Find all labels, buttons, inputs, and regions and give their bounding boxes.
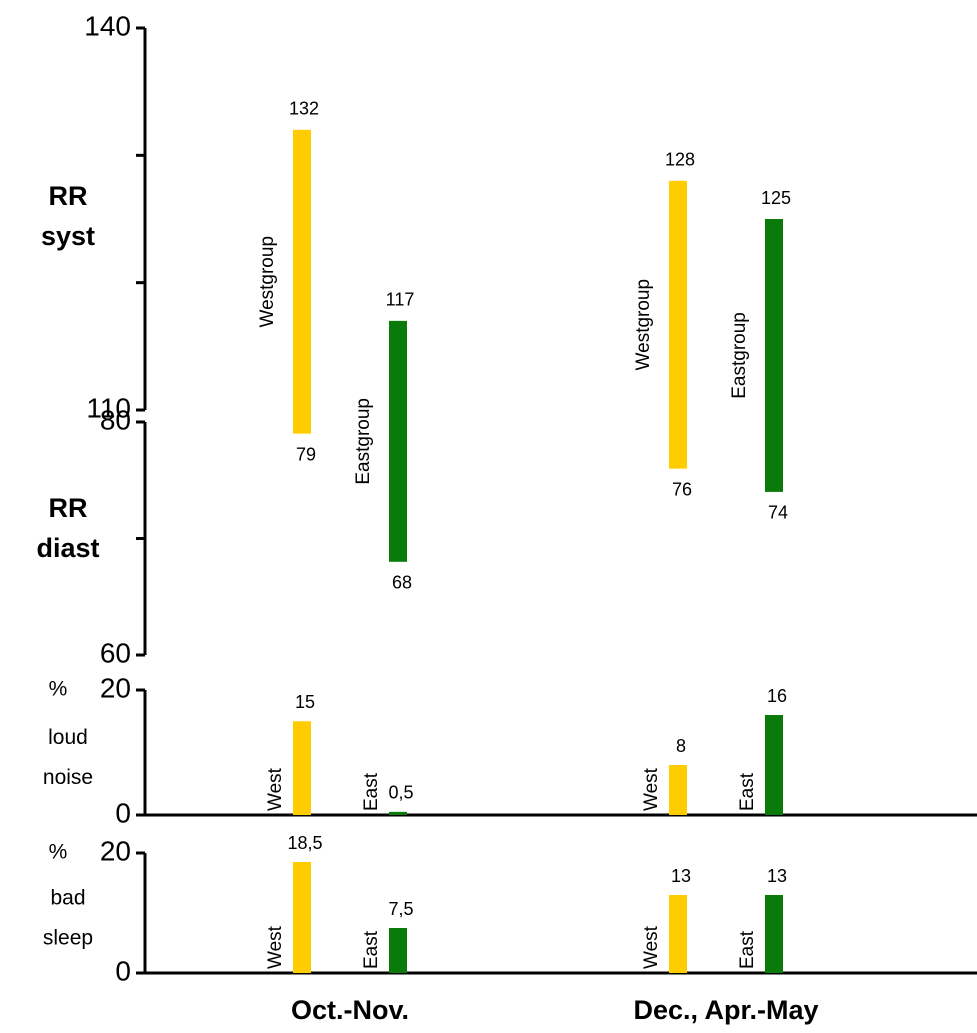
series-label: Westgroup <box>257 236 278 328</box>
y-tick-label: 110 <box>86 392 131 423</box>
y-unit-label: % <box>49 678 68 701</box>
bar <box>765 715 783 815</box>
y-unit-label: % <box>49 841 68 864</box>
y-tick-label: 140 <box>84 10 131 41</box>
y-axis-label: RR <box>49 181 88 211</box>
bar <box>765 895 783 973</box>
y-tick-label: 0 <box>115 797 131 828</box>
value-label: 125 <box>761 188 791 208</box>
y-tick-label: 0 <box>115 955 131 986</box>
y-axis-label: loud <box>48 726 88 749</box>
y-axis-label: bad <box>50 887 85 910</box>
value-label: 8 <box>676 736 686 756</box>
value-label: 16 <box>767 686 787 706</box>
series-label: West <box>265 767 286 811</box>
value-label: 128 <box>665 150 695 170</box>
bar <box>293 721 311 815</box>
y-tick-label: 20 <box>100 672 131 703</box>
series-label: West <box>641 925 662 969</box>
series-label: East <box>737 772 758 811</box>
value-label: 7,5 <box>388 899 413 919</box>
value-label: 68 <box>392 573 412 593</box>
value-label: 74 <box>768 503 788 523</box>
range-bar <box>669 180 687 469</box>
bar <box>669 765 687 815</box>
y-axis-label: sleep <box>43 927 93 950</box>
y-tick-label: 20 <box>100 835 131 866</box>
value-label: 13 <box>767 866 787 886</box>
series-label: West <box>641 767 662 811</box>
y-tick-label: 60 <box>100 637 131 668</box>
series-label: East <box>361 930 382 969</box>
value-label: 15 <box>295 692 315 712</box>
series-label: Westgroup <box>633 279 654 371</box>
series-label: Eastgroup <box>353 398 374 485</box>
range-bar <box>765 219 783 492</box>
value-label: 13 <box>671 866 691 886</box>
range-bar <box>293 129 311 434</box>
series-label: Eastgroup <box>729 312 750 399</box>
value-label: 79 <box>296 444 316 464</box>
series-label: West <box>265 925 286 969</box>
value-label: 76 <box>672 479 692 499</box>
y-axis-label: RR <box>49 493 88 523</box>
x-tick-label: Oct.-Nov. <box>291 995 409 1025</box>
series-label: East <box>737 930 758 969</box>
bar <box>389 811 407 815</box>
range-bar <box>389 320 407 562</box>
value-label: 0,5 <box>388 783 413 803</box>
x-tick-label: Dec., Apr.-May <box>633 995 818 1025</box>
value-label: 18,5 <box>287 833 322 853</box>
bar <box>669 895 687 973</box>
value-label: 117 <box>386 290 415 310</box>
y-tick-label: 80 <box>100 404 131 435</box>
bar <box>293 862 311 973</box>
value-label: 132 <box>289 99 319 119</box>
series-label: East <box>361 772 382 811</box>
y-axis-label: syst <box>41 221 95 251</box>
y-axis-label: diast <box>36 533 99 563</box>
bar <box>389 928 407 973</box>
y-axis-label: noise <box>43 766 93 789</box>
